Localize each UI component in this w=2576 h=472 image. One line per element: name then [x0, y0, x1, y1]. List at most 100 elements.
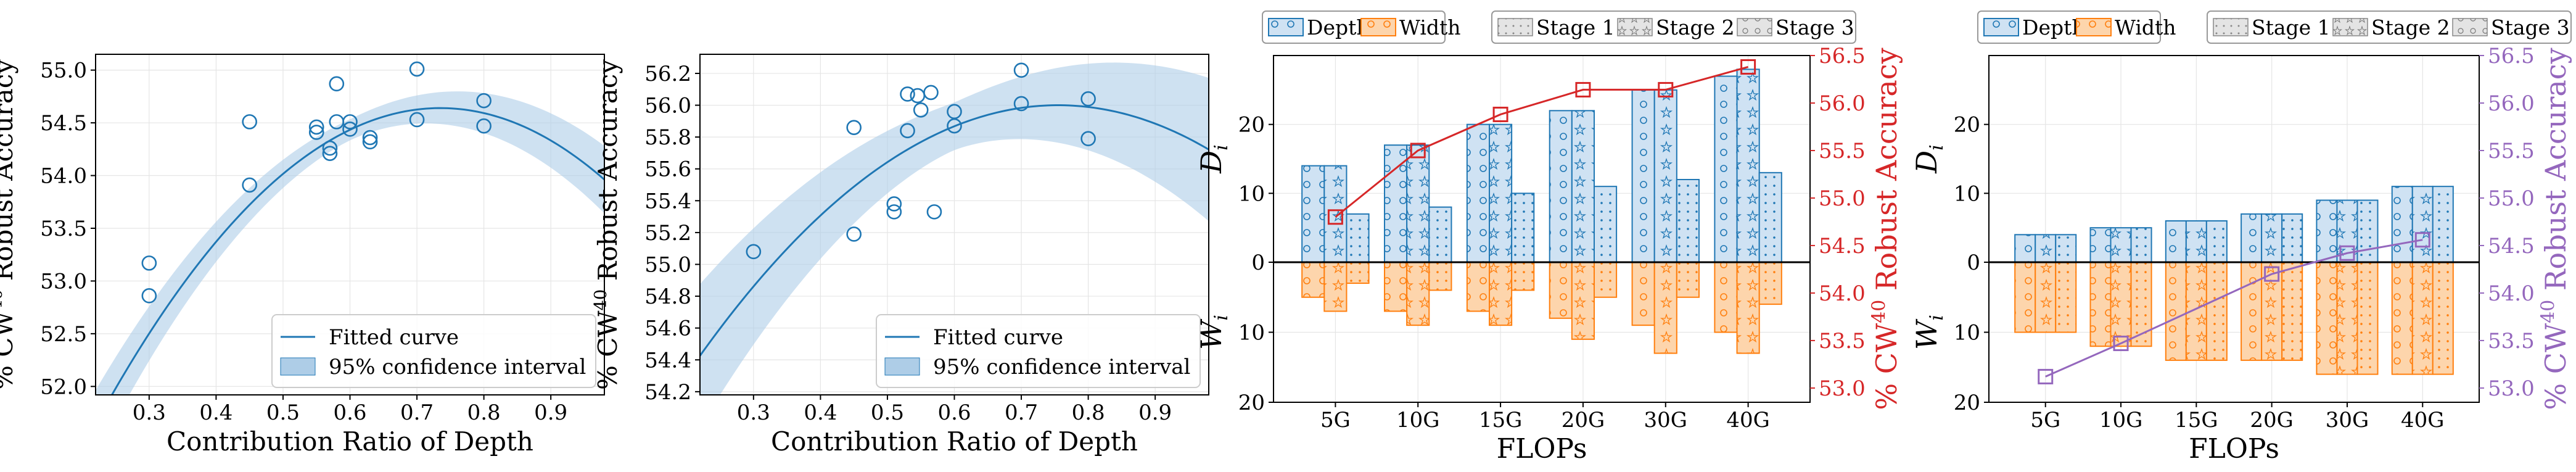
- y2-tick-label: 53.0: [1819, 376, 1866, 401]
- data-point: [409, 61, 425, 77]
- legend-box: [271, 314, 596, 388]
- x-tick-label: 5G: [1320, 408, 1351, 433]
- y2-tick-label: 55.0: [1819, 186, 1866, 211]
- y-tick-label: 20: [1238, 391, 1265, 415]
- x-tick-label: 40G: [2401, 408, 2444, 433]
- depth-bar: [2014, 234, 2036, 263]
- x-tick-label: 0.4: [804, 400, 837, 425]
- scatter-panel-1: 0.3 0.4 0.5 0.6 0.7 0.8 0.9 52.0 52.5 53.0 53.5 54.…: [0, 54, 605, 457]
- y2-tick-label: 56.5: [2488, 44, 2535, 68]
- legend-label-stage: Stage 2: [2371, 15, 2450, 39]
- data-point: [141, 288, 157, 304]
- data-point: [329, 76, 345, 92]
- fitted-curve: [110, 107, 604, 395]
- depth-bar: [1736, 68, 1760, 263]
- width-bar: [2205, 262, 2228, 361]
- x-tick-label: 30G: [2326, 408, 2369, 433]
- width-bar: [2356, 262, 2379, 375]
- width-bar: [2165, 262, 2187, 361]
- accuracy-line: [2045, 239, 2423, 378]
- legend-label-stage: Stage 3: [2491, 15, 2570, 39]
- x-tick-label: 0.5: [871, 400, 904, 425]
- width-bar: [1489, 262, 1513, 326]
- x-tick-label: 0.3: [133, 400, 166, 425]
- data-point: [886, 204, 902, 220]
- depth-bar: [2432, 186, 2454, 263]
- accuracy-marker: [1575, 81, 1591, 97]
- accuracy-line: [1335, 66, 1749, 218]
- depth-bar: [1593, 186, 1618, 263]
- x-tick-label: 0.7: [400, 400, 434, 425]
- data-point: [846, 120, 862, 135]
- x-tick-label: 0.5: [266, 400, 300, 425]
- legend-label-stage: Stage 1: [2252, 15, 2331, 39]
- legend-band-swatch: [884, 357, 920, 376]
- width-bar: [1676, 262, 1700, 298]
- depth-bar: [2185, 220, 2207, 263]
- legend-label-width: Width: [2115, 15, 2176, 39]
- y2-tick-label: 54.0: [2488, 281, 2535, 306]
- confidence-band: [96, 91, 604, 395]
- x-axis-label: Contribution Ratio of Depth: [771, 426, 1138, 457]
- data-point: [886, 196, 902, 212]
- data-point: [1080, 91, 1096, 107]
- y-tick-label: 53.5: [40, 217, 87, 241]
- y2-tick-label: 56.5: [1819, 44, 1866, 68]
- x-tick-label: 5G: [2030, 408, 2060, 433]
- legend-swatch-stage-pattern: [2213, 19, 2248, 36]
- y2-tick-label: 55.0: [2488, 186, 2535, 211]
- data-point: [910, 88, 926, 104]
- x-tick-label: 0.7: [1005, 400, 1038, 425]
- y-tick-label: 20: [1954, 113, 1980, 138]
- y-tick-label: 54.8: [644, 284, 691, 309]
- width-bar: [2316, 262, 2338, 375]
- depth-bar: [1323, 165, 1348, 263]
- legend-label-depth: Depth: [2022, 15, 2085, 39]
- data-point: [923, 85, 939, 101]
- y-tick-label: 55.6: [644, 157, 691, 182]
- x-tick-label: 40G: [1726, 408, 1769, 433]
- legend-label-stage: Stage 1: [1536, 15, 1615, 39]
- width-bar: [1511, 262, 1535, 291]
- depth-bar: [1511, 193, 1535, 263]
- x-tick-label: 15G: [2175, 408, 2218, 433]
- width-bar: [2391, 262, 2413, 375]
- x-tick-label: 20G: [1562, 408, 1605, 433]
- depth-bar: [1428, 206, 1452, 263]
- data-point: [308, 119, 324, 135]
- y-tick-label: 55.0: [644, 252, 691, 277]
- y2-tick-label: 56.0: [1819, 91, 1866, 116]
- data-point: [242, 177, 257, 193]
- depth-bar: [1653, 89, 1677, 263]
- depth-bar: [1346, 213, 1370, 263]
- axes-frame: [1273, 55, 1811, 403]
- x-tick-label: 0.6: [333, 400, 366, 425]
- data-point: [362, 130, 378, 146]
- depth-bar: [2165, 220, 2187, 263]
- y-tick-label: 55.4: [644, 189, 691, 213]
- y-axis-label: % CW40 Robust Accuracy: [0, 59, 19, 390]
- legend-band-swatch: [280, 357, 316, 376]
- depth-bar: [2281, 213, 2303, 263]
- x-tick-label: 0.6: [937, 400, 971, 425]
- width-bar: [1631, 262, 1655, 326]
- depth-bar: [1489, 123, 1513, 263]
- scatter-panel-2: 0.3 0.4 0.5 0.6 0.7 0.8 0.9 54.2 54.4 54.6 54.8 55.…: [591, 54, 1209, 457]
- legend-swatch-stage-pattern: [1737, 19, 1772, 36]
- depth-bar: [2205, 220, 2228, 263]
- y-tick-label: 10: [1238, 321, 1265, 346]
- data-point: [900, 86, 915, 102]
- y2-tick-label: 55.5: [1819, 139, 1866, 164]
- x-axis-label: Contribution Ratio of Depth: [167, 426, 533, 457]
- legend-swatch-stage-pattern: [1498, 19, 1533, 36]
- y2-tick-label: 54.0: [1819, 281, 1866, 306]
- y-tick-label: 0: [1967, 250, 1980, 275]
- x-tick-label: 0.3: [737, 400, 770, 425]
- width-bar: [1384, 262, 1408, 312]
- y-tick-label: 10: [1238, 181, 1265, 206]
- confidence-band: [700, 62, 1209, 395]
- x-axis-label: FLOPs: [2189, 433, 2279, 465]
- width-bar: [2432, 262, 2454, 375]
- fitted-curve: [700, 104, 1209, 357]
- x-tick-label: 0.9: [1138, 400, 1172, 425]
